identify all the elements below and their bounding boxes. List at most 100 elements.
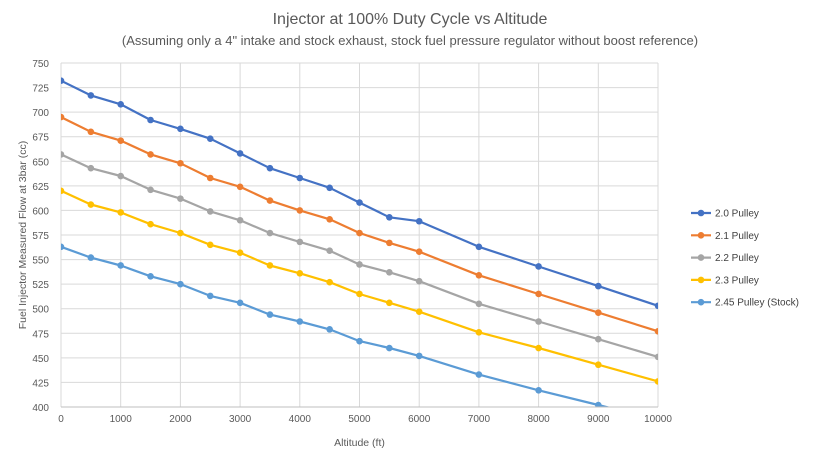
legend-marker: [697, 209, 705, 217]
x-axis-label: Altitude (ft): [334, 437, 385, 449]
data-point: [326, 326, 333, 333]
legend-label: 2.45 Pulley (Stock): [715, 298, 799, 309]
data-point: [535, 263, 542, 270]
data-point: [296, 238, 304, 246]
data-point: [206, 135, 214, 142]
data-point: [61, 243, 65, 251]
x-tick-label: 5000: [348, 414, 371, 425]
legend-marker: [697, 276, 705, 284]
data-point: [386, 299, 393, 307]
x-tick-label: 4000: [289, 414, 312, 425]
x-tick-label: 2000: [169, 414, 192, 425]
data-point: [61, 113, 65, 121]
data-point: [206, 241, 214, 249]
data-point: [356, 229, 363, 237]
data-point: [236, 183, 244, 191]
data-point: [535, 290, 542, 298]
chart-title: Injector at 100% Duty Cycle vs Altitude: [273, 11, 548, 28]
y-tick-label: 525: [32, 280, 49, 291]
y-tick-label: 500: [32, 305, 49, 316]
data-point: [595, 361, 602, 369]
data-point: [386, 344, 393, 352]
data-point: [177, 159, 184, 167]
data-point: [595, 282, 602, 290]
data-point: [475, 329, 483, 336]
data-point: [177, 195, 184, 202]
data-point: [147, 151, 154, 158]
data-point: [266, 229, 274, 237]
data-point: [595, 335, 602, 343]
data-point: [236, 249, 244, 256]
data-point: [296, 318, 304, 325]
data-point: [117, 209, 124, 216]
chart-subtitle: (Assuming only a 4" intake and stock exh…: [122, 33, 698, 48]
data-point: [147, 272, 154, 280]
data-point: [326, 215, 333, 223]
x-tick-label: 0: [58, 414, 64, 425]
data-point: [236, 216, 244, 224]
data-point: [356, 199, 363, 206]
legend-item: 2.45 Pulley (Stock): [691, 298, 799, 309]
data-point: [117, 172, 124, 180]
data-point: [61, 77, 65, 84]
y-tick-label: 575: [32, 231, 49, 242]
data-point: [475, 300, 483, 308]
y-tick-label: 550: [32, 256, 49, 267]
data-point: [117, 137, 124, 144]
data-point: [266, 197, 274, 204]
data-point: [177, 125, 184, 133]
series-2: [61, 113, 658, 335]
data-point: [535, 386, 542, 394]
y-tick-label: 425: [32, 378, 49, 389]
legend-label: 2.2 Pulley: [715, 253, 759, 264]
y-tick-label: 700: [32, 108, 49, 119]
data-point: [206, 292, 214, 300]
data-point: [206, 208, 214, 215]
series-5: [61, 243, 611, 407]
y-tick-label: 725: [32, 84, 49, 95]
data-point: [296, 270, 304, 277]
y-tick-label: 625: [32, 182, 49, 193]
data-point: [87, 164, 95, 172]
data-point: [654, 378, 658, 385]
data-point: [595, 401, 602, 407]
data-point: [266, 311, 274, 318]
data-point: [654, 328, 658, 335]
data-point: [415, 308, 423, 315]
data-point: [415, 352, 423, 360]
data-point: [177, 229, 184, 237]
data-point: [147, 116, 154, 124]
series-layer: [61, 77, 658, 407]
data-point: [147, 186, 154, 194]
data-point: [147, 220, 154, 228]
data-point: [475, 243, 483, 251]
legend-label: 2.0 Pulley: [715, 209, 759, 220]
legend-marker: [697, 232, 705, 239]
legend-item: 2.1 Pulley: [691, 231, 759, 242]
data-point: [236, 150, 244, 157]
data-point: [266, 262, 274, 269]
x-tick-label: 7000: [468, 414, 491, 425]
legend-marker: [697, 298, 705, 306]
x-tick-label: 10000: [644, 414, 672, 425]
data-point: [595, 309, 602, 316]
data-point: [415, 277, 423, 285]
data-point: [177, 280, 184, 288]
x-tick-label: 9000: [587, 414, 610, 425]
data-point: [87, 128, 95, 136]
legend-item: 2.0 Pulley: [691, 209, 759, 220]
y-axis-ticks: 400 425 450 475 500 525 550 575 600 625 650 675 700 7…: [32, 59, 49, 414]
data-point: [296, 174, 304, 182]
data-point: [475, 371, 483, 378]
data-point: [326, 184, 333, 192]
y-tick-label: 400: [32, 403, 49, 414]
data-point: [61, 187, 65, 195]
legend-label: 2.1 Pulley: [715, 231, 759, 242]
data-point: [386, 239, 393, 247]
data-point: [356, 261, 363, 268]
y-tick-label: 600: [32, 206, 49, 217]
x-tick-label: 8000: [527, 414, 550, 425]
data-point: [87, 92, 95, 99]
data-point: [326, 247, 333, 255]
